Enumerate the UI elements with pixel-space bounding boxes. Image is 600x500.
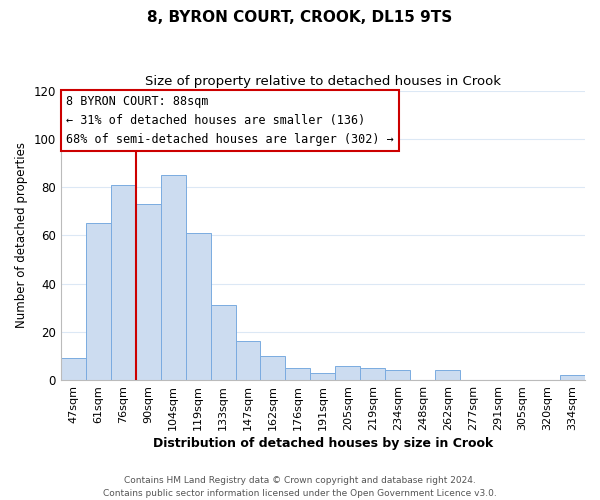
Bar: [136, 204, 161, 380]
Title: Size of property relative to detached houses in Crook: Size of property relative to detached ho…: [145, 75, 501, 88]
Bar: [161, 175, 185, 380]
Bar: [361, 368, 385, 380]
Text: Contains HM Land Registry data © Crown copyright and database right 2024.
Contai: Contains HM Land Registry data © Crown c…: [103, 476, 497, 498]
Bar: [111, 184, 136, 380]
Bar: [86, 223, 111, 380]
Bar: [335, 366, 361, 380]
Bar: [61, 358, 86, 380]
Bar: [385, 370, 410, 380]
Text: 8 BYRON COURT: 88sqm
← 31% of detached houses are smaller (136)
68% of semi-deta: 8 BYRON COURT: 88sqm ← 31% of detached h…: [66, 95, 394, 146]
Bar: [236, 342, 260, 380]
Bar: [560, 375, 585, 380]
X-axis label: Distribution of detached houses by size in Crook: Distribution of detached houses by size …: [153, 437, 493, 450]
Bar: [260, 356, 286, 380]
Bar: [185, 233, 211, 380]
Bar: [286, 368, 310, 380]
Bar: [310, 373, 335, 380]
Text: 8, BYRON COURT, CROOK, DL15 9TS: 8, BYRON COURT, CROOK, DL15 9TS: [148, 10, 452, 25]
Y-axis label: Number of detached properties: Number of detached properties: [15, 142, 28, 328]
Bar: [435, 370, 460, 380]
Bar: [211, 306, 236, 380]
